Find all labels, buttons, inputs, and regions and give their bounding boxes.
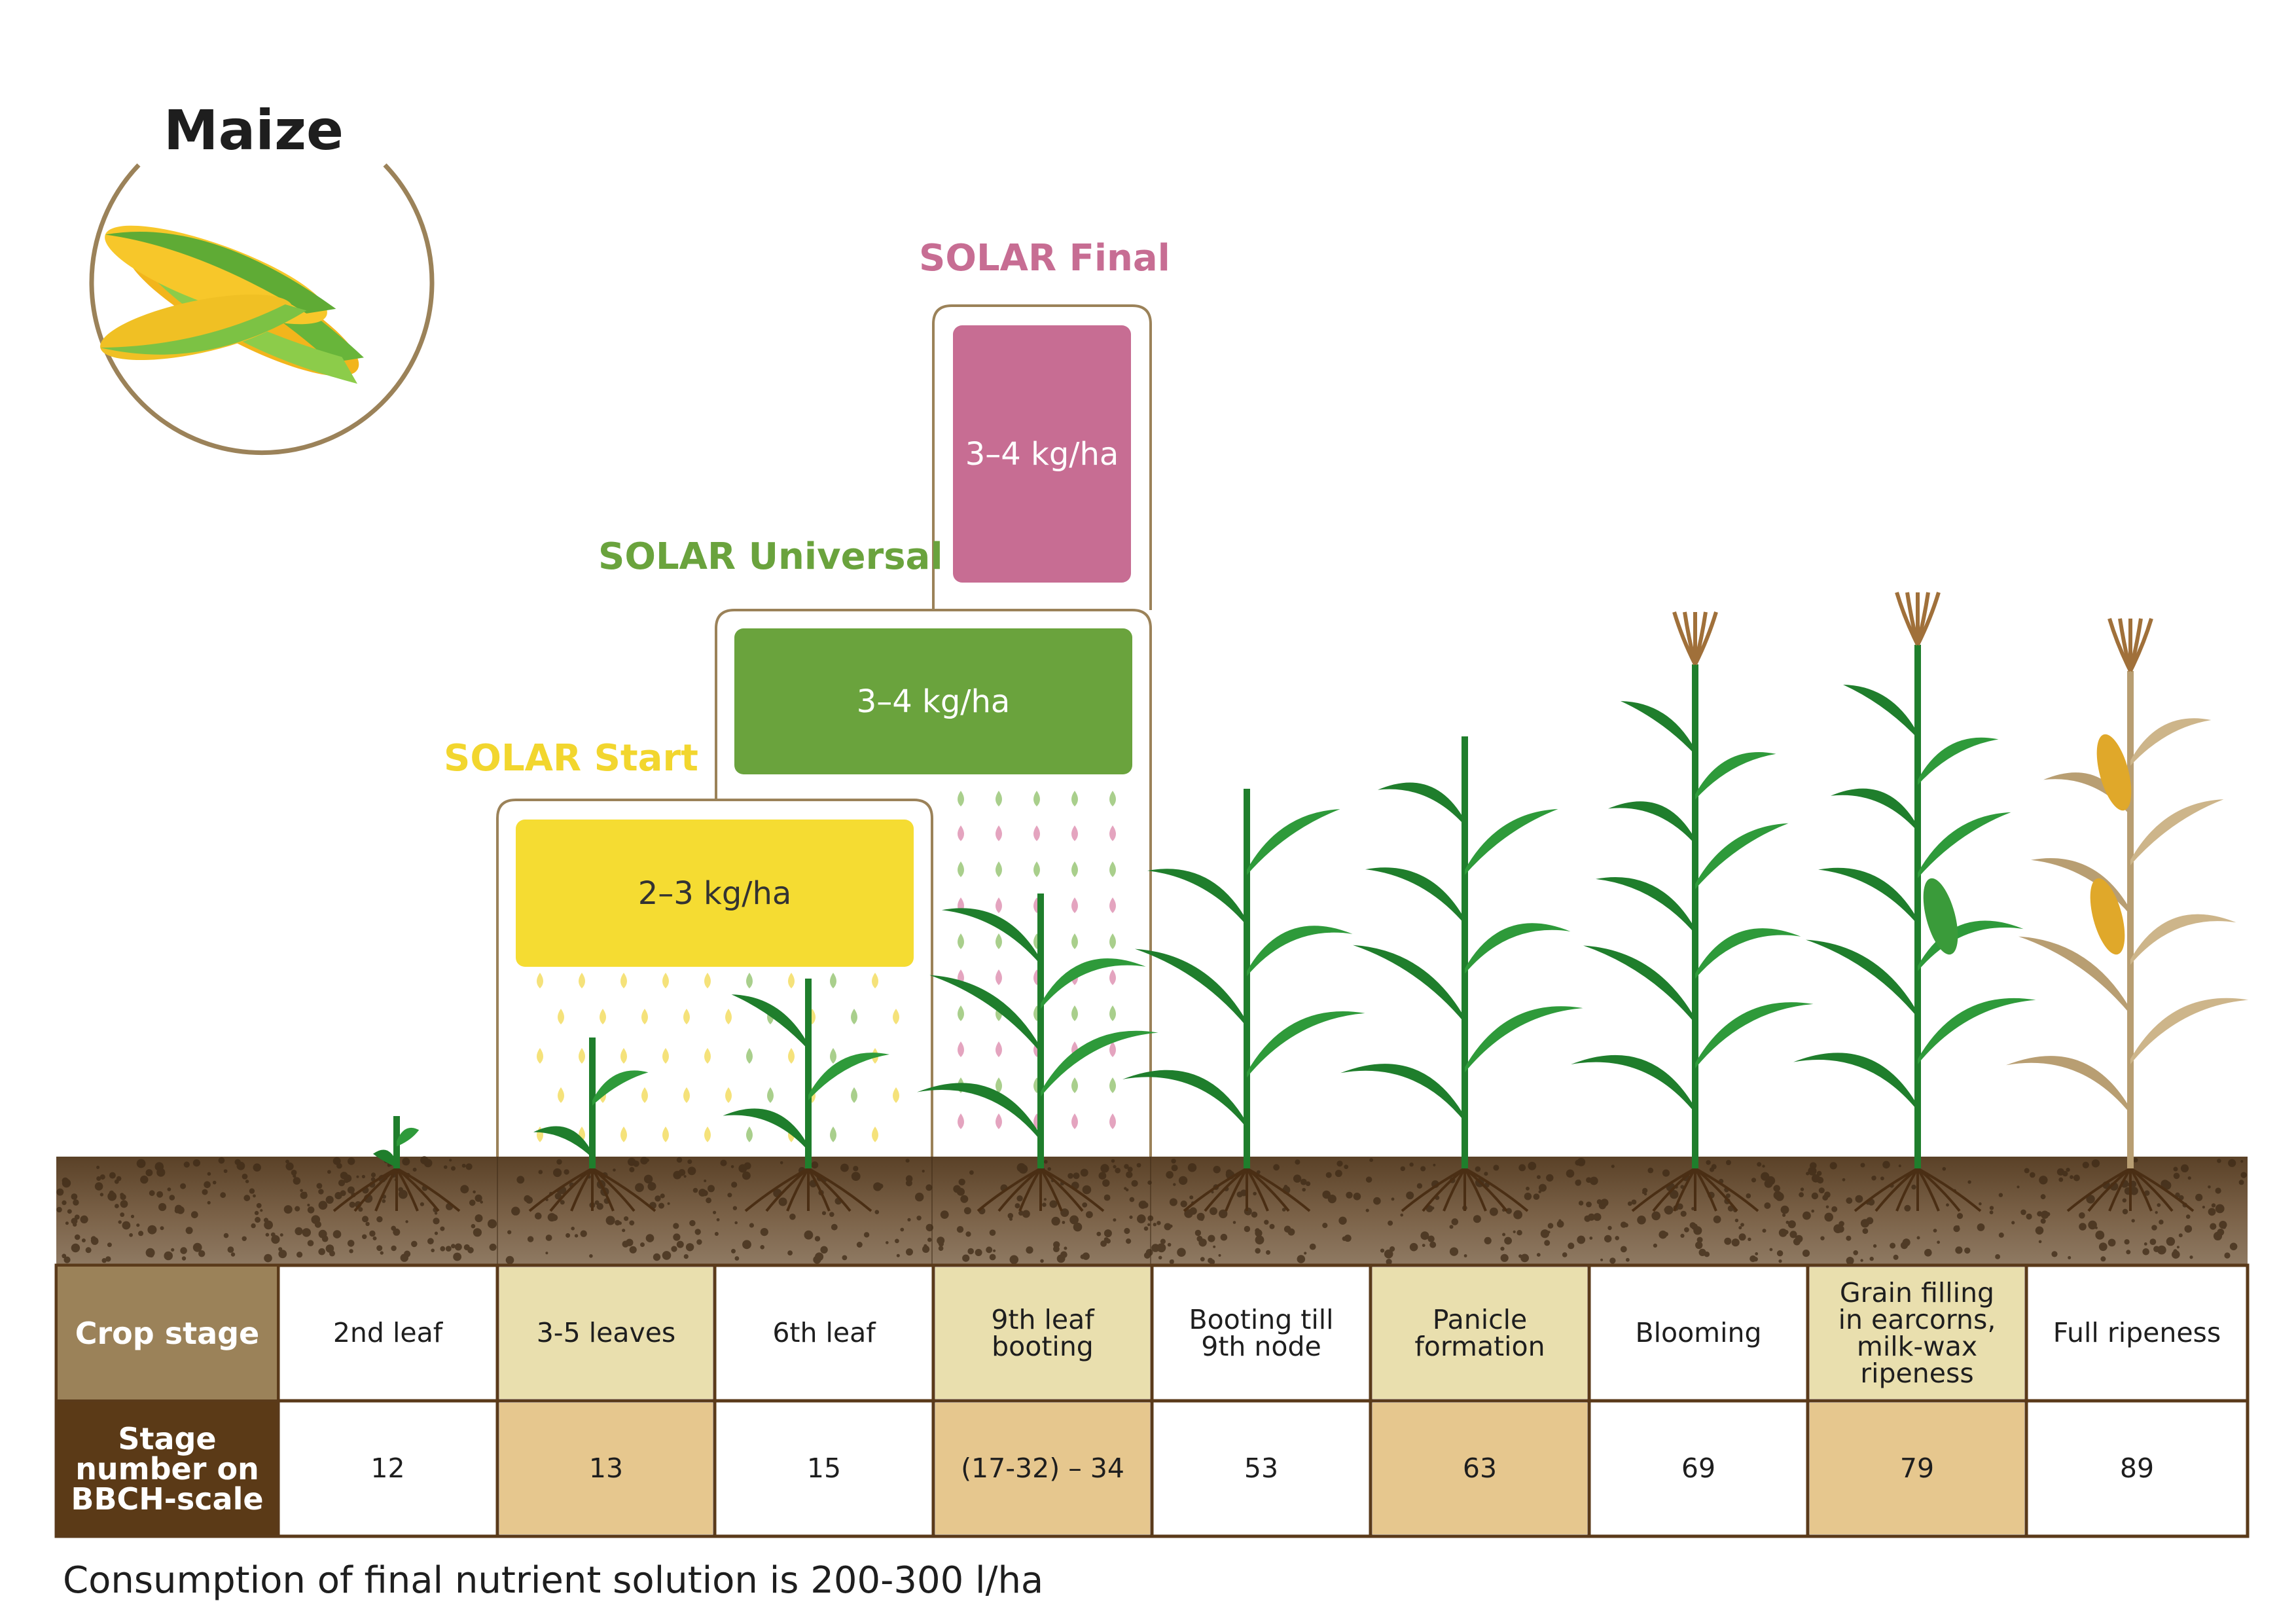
solar-final-title: SOLAR Final xyxy=(919,237,1170,280)
page-title: Maize xyxy=(164,98,344,162)
bbch-cell: 12 xyxy=(280,1403,495,1534)
bbch-cell: 53 xyxy=(1154,1403,1369,1534)
crop-stage-cell: 6th leaf xyxy=(717,1267,931,1399)
crop-stage-cell: 9th leaf booting xyxy=(935,1267,1150,1399)
bbch-cell: 13 xyxy=(499,1403,713,1534)
solar-start-title: SOLAR Start xyxy=(444,737,698,780)
solar-universal-dose: 3–4 kg/ha xyxy=(734,628,1132,774)
bbch-cell: 63 xyxy=(1372,1403,1587,1534)
bbch-cell: 69 xyxy=(1591,1403,1806,1534)
solar-universal-title: SOLAR Universal xyxy=(598,535,943,578)
solar-final-frame xyxy=(932,304,1152,610)
corn-cobs-icon xyxy=(100,225,364,384)
bbch-cell: 79 xyxy=(1810,1403,2024,1534)
maize-badge xyxy=(89,163,435,456)
crop-stage-cell: Booting till 9th node xyxy=(1154,1267,1369,1399)
footer-note: Consumption of final nutrient solution i… xyxy=(63,1559,1044,1602)
crop-stage-cell: Panicle formation xyxy=(1372,1267,1587,1399)
crop-stage-cell: Full ripeness xyxy=(2028,1267,2246,1399)
crop-stage-header: Crop stage xyxy=(58,1267,277,1399)
crop-stage-cell: Grain filling in earcorns, milk-wax ripe… xyxy=(1810,1267,2024,1399)
crop-stage-cell: Blooming xyxy=(1591,1267,1806,1399)
crop-stage-cell: 2nd leaf xyxy=(280,1267,495,1399)
table-grid xyxy=(54,1263,2250,1538)
fertilizer-drops xyxy=(537,791,1116,1142)
solar-start-dose: 2–3 kg/ha xyxy=(516,820,914,967)
crop-stage-cell: 3-5 leaves xyxy=(499,1267,713,1399)
bbch-cell: 89 xyxy=(2028,1403,2246,1534)
maize-plants xyxy=(332,592,2249,1212)
bbch-cell: (17-32) – 34 xyxy=(935,1403,1150,1534)
bbch-header: Stage number on BBCH-scale xyxy=(58,1402,277,1535)
bbch-cell: 15 xyxy=(717,1403,931,1534)
solar-final-dose: 3–4 kg/ha xyxy=(953,325,1131,583)
